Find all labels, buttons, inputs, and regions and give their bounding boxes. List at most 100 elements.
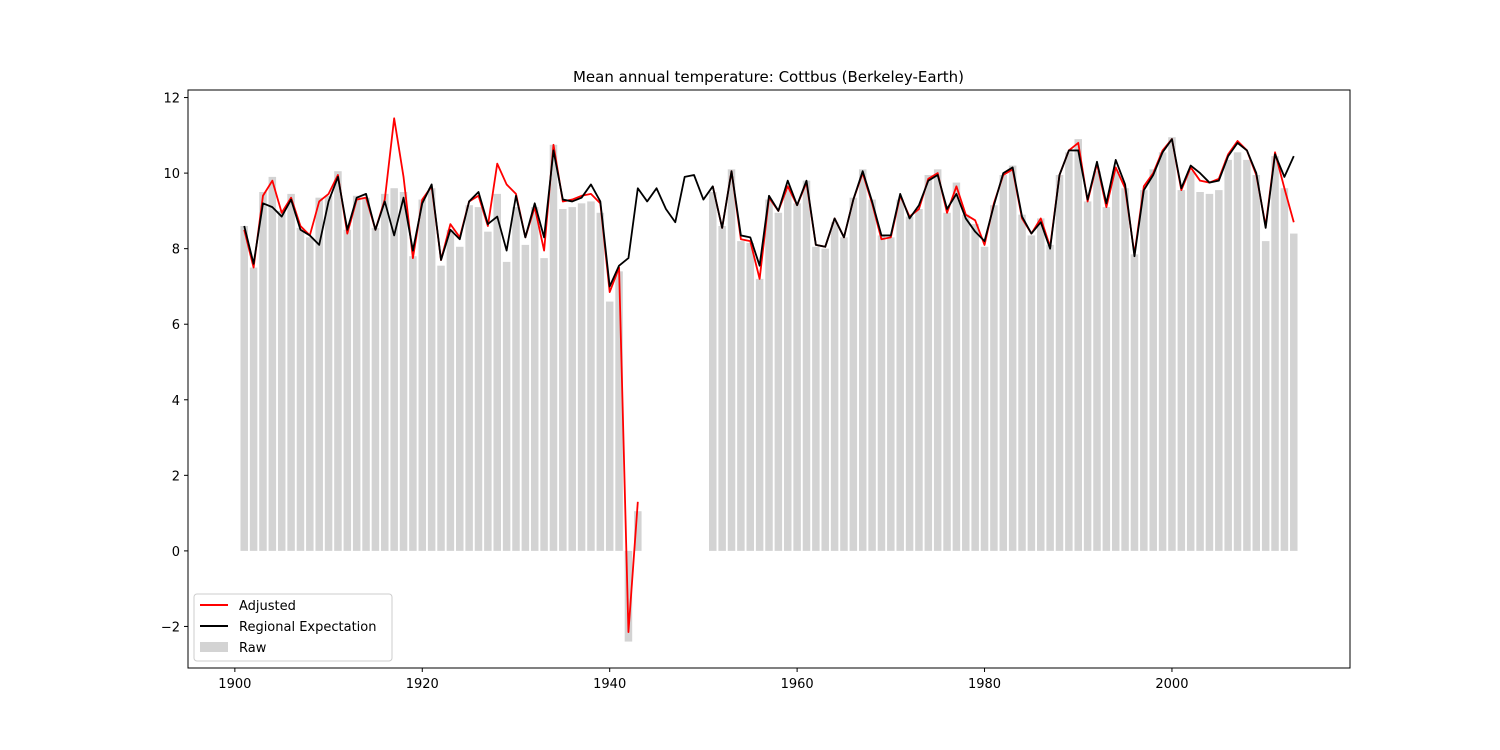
raw-bar	[324, 195, 333, 551]
raw-bar	[605, 301, 614, 551]
raw-bar	[755, 278, 764, 551]
raw-bar	[437, 265, 445, 551]
raw-bar	[502, 261, 511, 551]
y-tick-label: −2	[161, 620, 180, 635]
raw-bar	[1027, 235, 1036, 551]
y-tick-label: 8	[172, 243, 180, 258]
raw-bar	[1186, 171, 1195, 551]
raw-bar	[1158, 152, 1167, 551]
raw-bar	[774, 212, 783, 551]
raw-bar	[1233, 152, 1242, 551]
raw-bar	[962, 214, 970, 551]
raw-bar	[737, 241, 745, 551]
raw-bar	[240, 226, 248, 551]
raw-bar	[1149, 169, 1157, 551]
raw-bar	[296, 227, 305, 551]
raw-bar	[1037, 218, 1045, 551]
legend-frame	[193, 593, 393, 662]
raw-bar	[746, 243, 755, 551]
raw-bar	[1055, 175, 1064, 551]
raw-bar	[530, 207, 539, 551]
raw-bar	[905, 216, 914, 551]
raw-bar	[474, 207, 483, 551]
x-tick-label: 2000	[1155, 677, 1188, 692]
plot-area-frame	[187, 89, 1351, 669]
raw-bar	[933, 169, 942, 551]
raw-bar	[577, 203, 586, 551]
raw-bar	[465, 205, 473, 551]
raw-bar	[1018, 214, 1026, 551]
raw-bar	[915, 209, 923, 551]
raw-bar	[830, 222, 839, 551]
raw-bar	[306, 237, 314, 551]
raw-bar	[1168, 137, 1176, 551]
raw-bar	[718, 226, 726, 551]
x-tick-label: 1920	[406, 677, 439, 692]
raw-bar	[887, 237, 895, 551]
y-tick-label: 2	[172, 469, 180, 484]
raw-bar	[1046, 244, 1054, 551]
raw-bar	[615, 271, 623, 551]
legend-swatch-raw	[200, 642, 228, 652]
raw-bar	[512, 207, 520, 551]
raw-bar	[971, 224, 979, 551]
raw-bar	[1215, 190, 1223, 551]
raw-bar	[783, 190, 792, 551]
raw-bar	[334, 171, 342, 551]
y-tick-label: 12	[163, 92, 180, 107]
raw-bar	[1093, 171, 1101, 551]
raw-bar	[765, 199, 773, 551]
raw-bar	[924, 175, 933, 551]
raw-bar	[259, 192, 267, 551]
y-axis: −2 0 2 4 6 8 10 12	[161, 92, 188, 635]
raw-bar	[849, 197, 858, 551]
y-tick-label: 10	[163, 167, 180, 182]
raw-bar	[540, 258, 548, 551]
legend-label-regional-expectation: Regional Expectation	[239, 620, 376, 635]
raw-bar	[418, 199, 427, 551]
raw-bar	[727, 169, 736, 551]
raw-bar	[268, 176, 277, 551]
raw-bar	[1074, 139, 1082, 551]
raw-bar	[352, 195, 361, 551]
legend-label-raw: Raw	[239, 641, 267, 656]
legend-label-adjusted: Adjusted	[239, 599, 296, 614]
raw-bar	[1111, 171, 1120, 551]
raw-bar	[1196, 192, 1204, 551]
raw-bar	[793, 203, 801, 551]
raw-bar	[249, 267, 258, 551]
raw-bar	[840, 237, 848, 551]
raw-bar	[1280, 188, 1289, 551]
raw-bar	[371, 227, 380, 551]
raw-bar	[568, 207, 576, 551]
raw-bar	[390, 188, 398, 551]
raw-bar	[1102, 207, 1111, 551]
raw-bar	[549, 144, 558, 551]
raw-bar	[868, 199, 876, 551]
raw-bar	[521, 244, 530, 551]
raw-bar	[1243, 159, 1251, 551]
raw-bar	[484, 231, 492, 551]
raw-bar	[634, 511, 642, 551]
raw-bar	[427, 188, 436, 551]
raw-bar	[1290, 233, 1298, 551]
raw-bar	[1130, 254, 1139, 551]
raw-bar	[1121, 188, 1129, 551]
raw-bar	[1140, 190, 1148, 551]
raw-bar	[446, 229, 455, 551]
raw-bar	[990, 205, 998, 551]
raw-bar	[343, 229, 352, 551]
y-tick-label: 4	[172, 394, 180, 409]
raw-bar	[1252, 175, 1261, 551]
raw-bar	[1065, 152, 1073, 551]
raw-bar	[1261, 241, 1270, 551]
raw-bar	[456, 246, 464, 551]
raw-bar	[287, 193, 295, 551]
raw-bar	[624, 550, 633, 642]
raw-bar	[381, 193, 389, 551]
raw-bar	[877, 235, 886, 551]
raw-bar	[952, 182, 961, 551]
raw-bar	[999, 175, 1008, 551]
raw-bars	[240, 137, 1298, 642]
